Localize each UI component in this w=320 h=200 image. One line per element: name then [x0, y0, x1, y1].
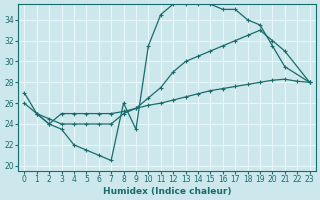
X-axis label: Humidex (Indice chaleur): Humidex (Indice chaleur): [103, 187, 231, 196]
